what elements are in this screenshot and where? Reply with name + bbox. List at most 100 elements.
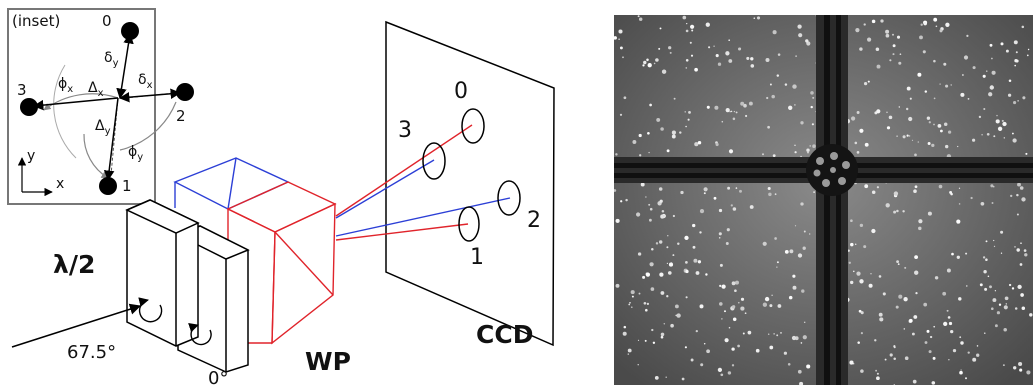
ccd-center-spot — [813, 169, 821, 177]
speckle — [693, 258, 698, 263]
speckle — [726, 228, 730, 232]
inset-title: (inset) — [12, 12, 60, 30]
speckle — [812, 96, 815, 99]
speckle — [734, 289, 737, 293]
speckle — [694, 142, 699, 147]
speckle — [990, 184, 994, 188]
speckle — [1005, 303, 1007, 305]
speckle — [794, 225, 797, 227]
speckle — [996, 311, 1000, 315]
speckle — [771, 94, 775, 99]
speckle — [860, 311, 864, 315]
speckle — [950, 329, 954, 334]
speckle — [644, 339, 647, 342]
speckle — [619, 46, 623, 50]
ccd-spot-1 — [458, 206, 480, 242]
speckle — [982, 74, 986, 78]
speckle — [728, 59, 733, 63]
speckle — [623, 96, 627, 100]
speckle — [727, 371, 732, 375]
speckle — [991, 57, 993, 60]
speckle — [917, 72, 922, 77]
speckle — [892, 33, 894, 36]
speckle — [714, 105, 719, 110]
speckle — [631, 295, 634, 298]
speckle — [993, 186, 995, 188]
speckle — [684, 346, 687, 349]
speckle — [898, 294, 903, 299]
speckle — [911, 332, 915, 336]
speckle — [994, 324, 998, 328]
speckle — [918, 219, 923, 224]
speckle — [647, 131, 650, 135]
speckle — [660, 332, 665, 337]
speckle — [737, 301, 740, 304]
speckle — [794, 151, 797, 154]
speckle — [923, 302, 928, 307]
speckle — [914, 255, 919, 260]
speckle — [848, 261, 851, 264]
speckle — [622, 56, 624, 59]
speckle — [743, 103, 747, 108]
speckle — [685, 269, 689, 274]
speckle — [658, 47, 661, 50]
speckle — [792, 285, 797, 290]
speckle — [794, 144, 796, 146]
speckle — [966, 285, 968, 287]
delta-y-arrow — [116, 32, 134, 100]
speckle — [615, 153, 618, 156]
speckle — [719, 284, 722, 287]
speckle — [783, 351, 788, 355]
speckle — [1008, 283, 1012, 287]
speckle — [913, 315, 918, 319]
speckle — [983, 107, 986, 111]
optical-setup-diagram: (inset) 0 1 2 3 δy δx Δx Δy ϕx ϕy — [7, 8, 555, 385]
speckle — [637, 339, 640, 342]
beam-red-1 — [335, 223, 469, 241]
speckle — [859, 128, 864, 133]
speckle — [856, 151, 860, 154]
speckle — [614, 189, 617, 192]
speckle — [673, 97, 676, 100]
inset-spot-3-label: 3 — [17, 81, 27, 99]
speckle — [691, 29, 694, 32]
speckle — [767, 125, 770, 129]
speckle — [618, 29, 623, 34]
speckle — [867, 80, 870, 83]
speckle — [627, 348, 632, 353]
speckle — [945, 144, 949, 149]
speckle — [740, 297, 745, 301]
speckle — [627, 353, 630, 355]
speckle — [671, 130, 676, 135]
speckle — [946, 268, 951, 273]
ccd-center-spot — [838, 177, 846, 185]
speckle — [972, 357, 977, 362]
speckle — [682, 15, 687, 20]
speckle — [863, 81, 868, 86]
Delta-y-arrow — [103, 97, 119, 182]
rotation-icon-2 — [188, 323, 212, 346]
speckle — [642, 275, 646, 279]
speckle — [685, 59, 689, 62]
speckle — [966, 34, 969, 38]
speckle — [788, 295, 793, 300]
wollaston-prism — [173, 157, 337, 345]
ccd-center-spots — [813, 152, 850, 187]
speckle — [732, 207, 737, 211]
Delta-x-arrow — [32, 97, 119, 111]
speckle — [660, 335, 664, 339]
speckle — [972, 138, 976, 142]
speckle — [871, 19, 876, 24]
speckle — [957, 145, 959, 148]
speckle — [917, 141, 920, 143]
speckle — [684, 235, 689, 241]
ccd-spot-0 — [461, 108, 485, 144]
speckle — [984, 332, 986, 334]
speckle — [854, 141, 858, 145]
speckle — [799, 381, 804, 385]
speckle — [672, 214, 676, 218]
speckle — [679, 131, 682, 134]
speckle — [661, 69, 667, 74]
speckle — [720, 373, 724, 377]
speckle — [893, 210, 897, 214]
